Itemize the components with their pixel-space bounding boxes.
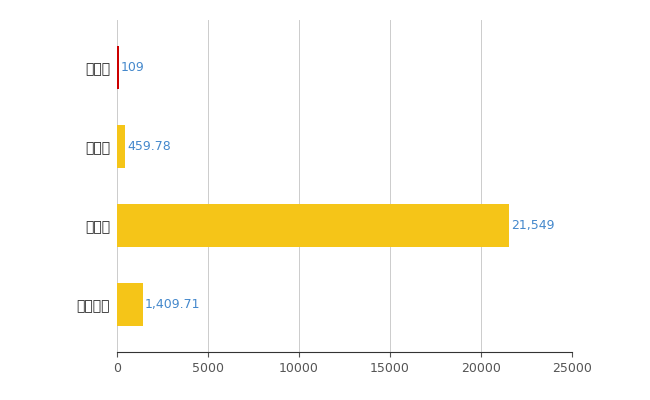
Text: 109: 109 bbox=[121, 61, 145, 74]
Text: 21,549: 21,549 bbox=[512, 219, 555, 232]
Bar bbox=[117, 46, 119, 89]
Bar bbox=[117, 204, 509, 247]
Text: 459.78: 459.78 bbox=[127, 140, 172, 153]
Bar bbox=[117, 125, 125, 168]
Text: 1,409.71: 1,409.71 bbox=[145, 298, 200, 311]
Bar bbox=[117, 283, 142, 326]
